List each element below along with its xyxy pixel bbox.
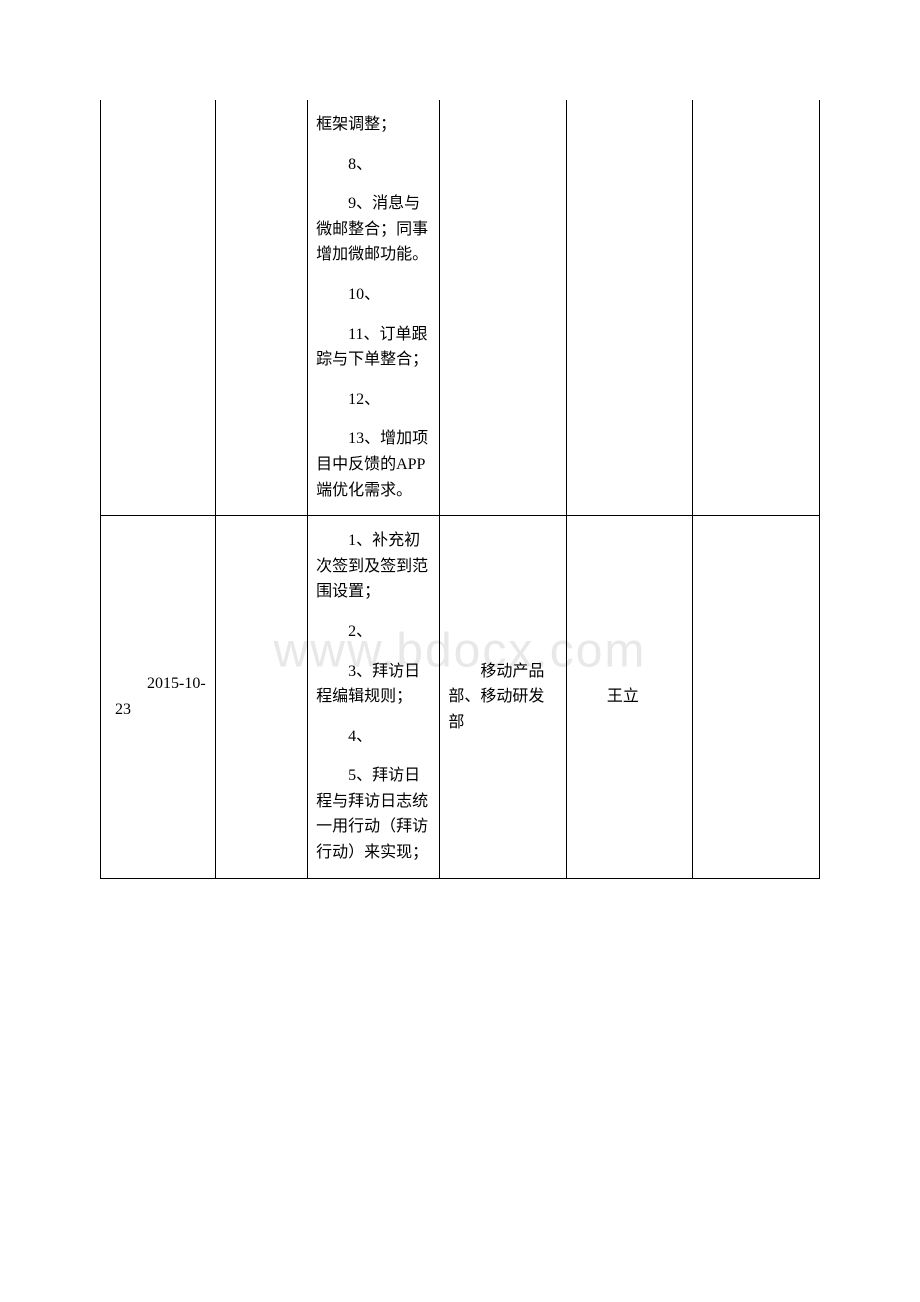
content-item: 10、 [316, 282, 431, 308]
cell-col6 [693, 100, 820, 516]
person-text: 王立 [575, 684, 685, 710]
content-item: 2、 [316, 619, 431, 645]
content-item: 框架调整； [316, 112, 431, 138]
cell-person [566, 100, 693, 516]
content-item: 12、 [316, 387, 431, 413]
main-table: 框架调整； 8、 9、消息与微邮整合；同事增加微邮功能。 10、 11、订单跟踪… [100, 100, 820, 879]
cell-date: 2015-10-23 [101, 516, 216, 879]
content-item: 13、增加项目中反馈的APP端优化需求。 [316, 426, 431, 503]
content-item: 11、订单跟踪与下单整合； [316, 322, 431, 373]
content-item: 1、补充初次签到及签到范围设置； [316, 528, 431, 605]
cell-date [101, 100, 216, 516]
cell-department [440, 100, 567, 516]
cell-content: 1、补充初次签到及签到范围设置； 2、 3、拜访日程编辑规则； 4、 5、拜访日… [308, 516, 440, 879]
content-item: 5、拜访日程与拜访日志统一用行动（拜访行动）来实现； [316, 763, 431, 865]
cell-col2 [216, 516, 308, 879]
content-item: 9、消息与微邮整合；同事增加微邮功能。 [316, 191, 431, 268]
department-text: 移动产品部、移动研发部 [448, 659, 558, 736]
cell-col6 [693, 516, 820, 879]
cell-content: 框架调整； 8、 9、消息与微邮整合；同事增加微邮功能。 10、 11、订单跟踪… [308, 100, 440, 516]
cell-col2 [216, 100, 308, 516]
table-row: 2015-10-23 1、补充初次签到及签到范围设置； 2、 3、拜访日程编辑规… [101, 516, 820, 879]
cell-person: 王立 [566, 516, 693, 879]
cell-department: 移动产品部、移动研发部 [440, 516, 567, 879]
content-item: 8、 [316, 152, 431, 178]
date-text: 2015-10-23 [115, 671, 207, 722]
content-item: 4、 [316, 724, 431, 750]
table-row: 框架调整； 8、 9、消息与微邮整合；同事增加微邮功能。 10、 11、订单跟踪… [101, 100, 820, 516]
content-item: 3、拜访日程编辑规则； [316, 659, 431, 710]
